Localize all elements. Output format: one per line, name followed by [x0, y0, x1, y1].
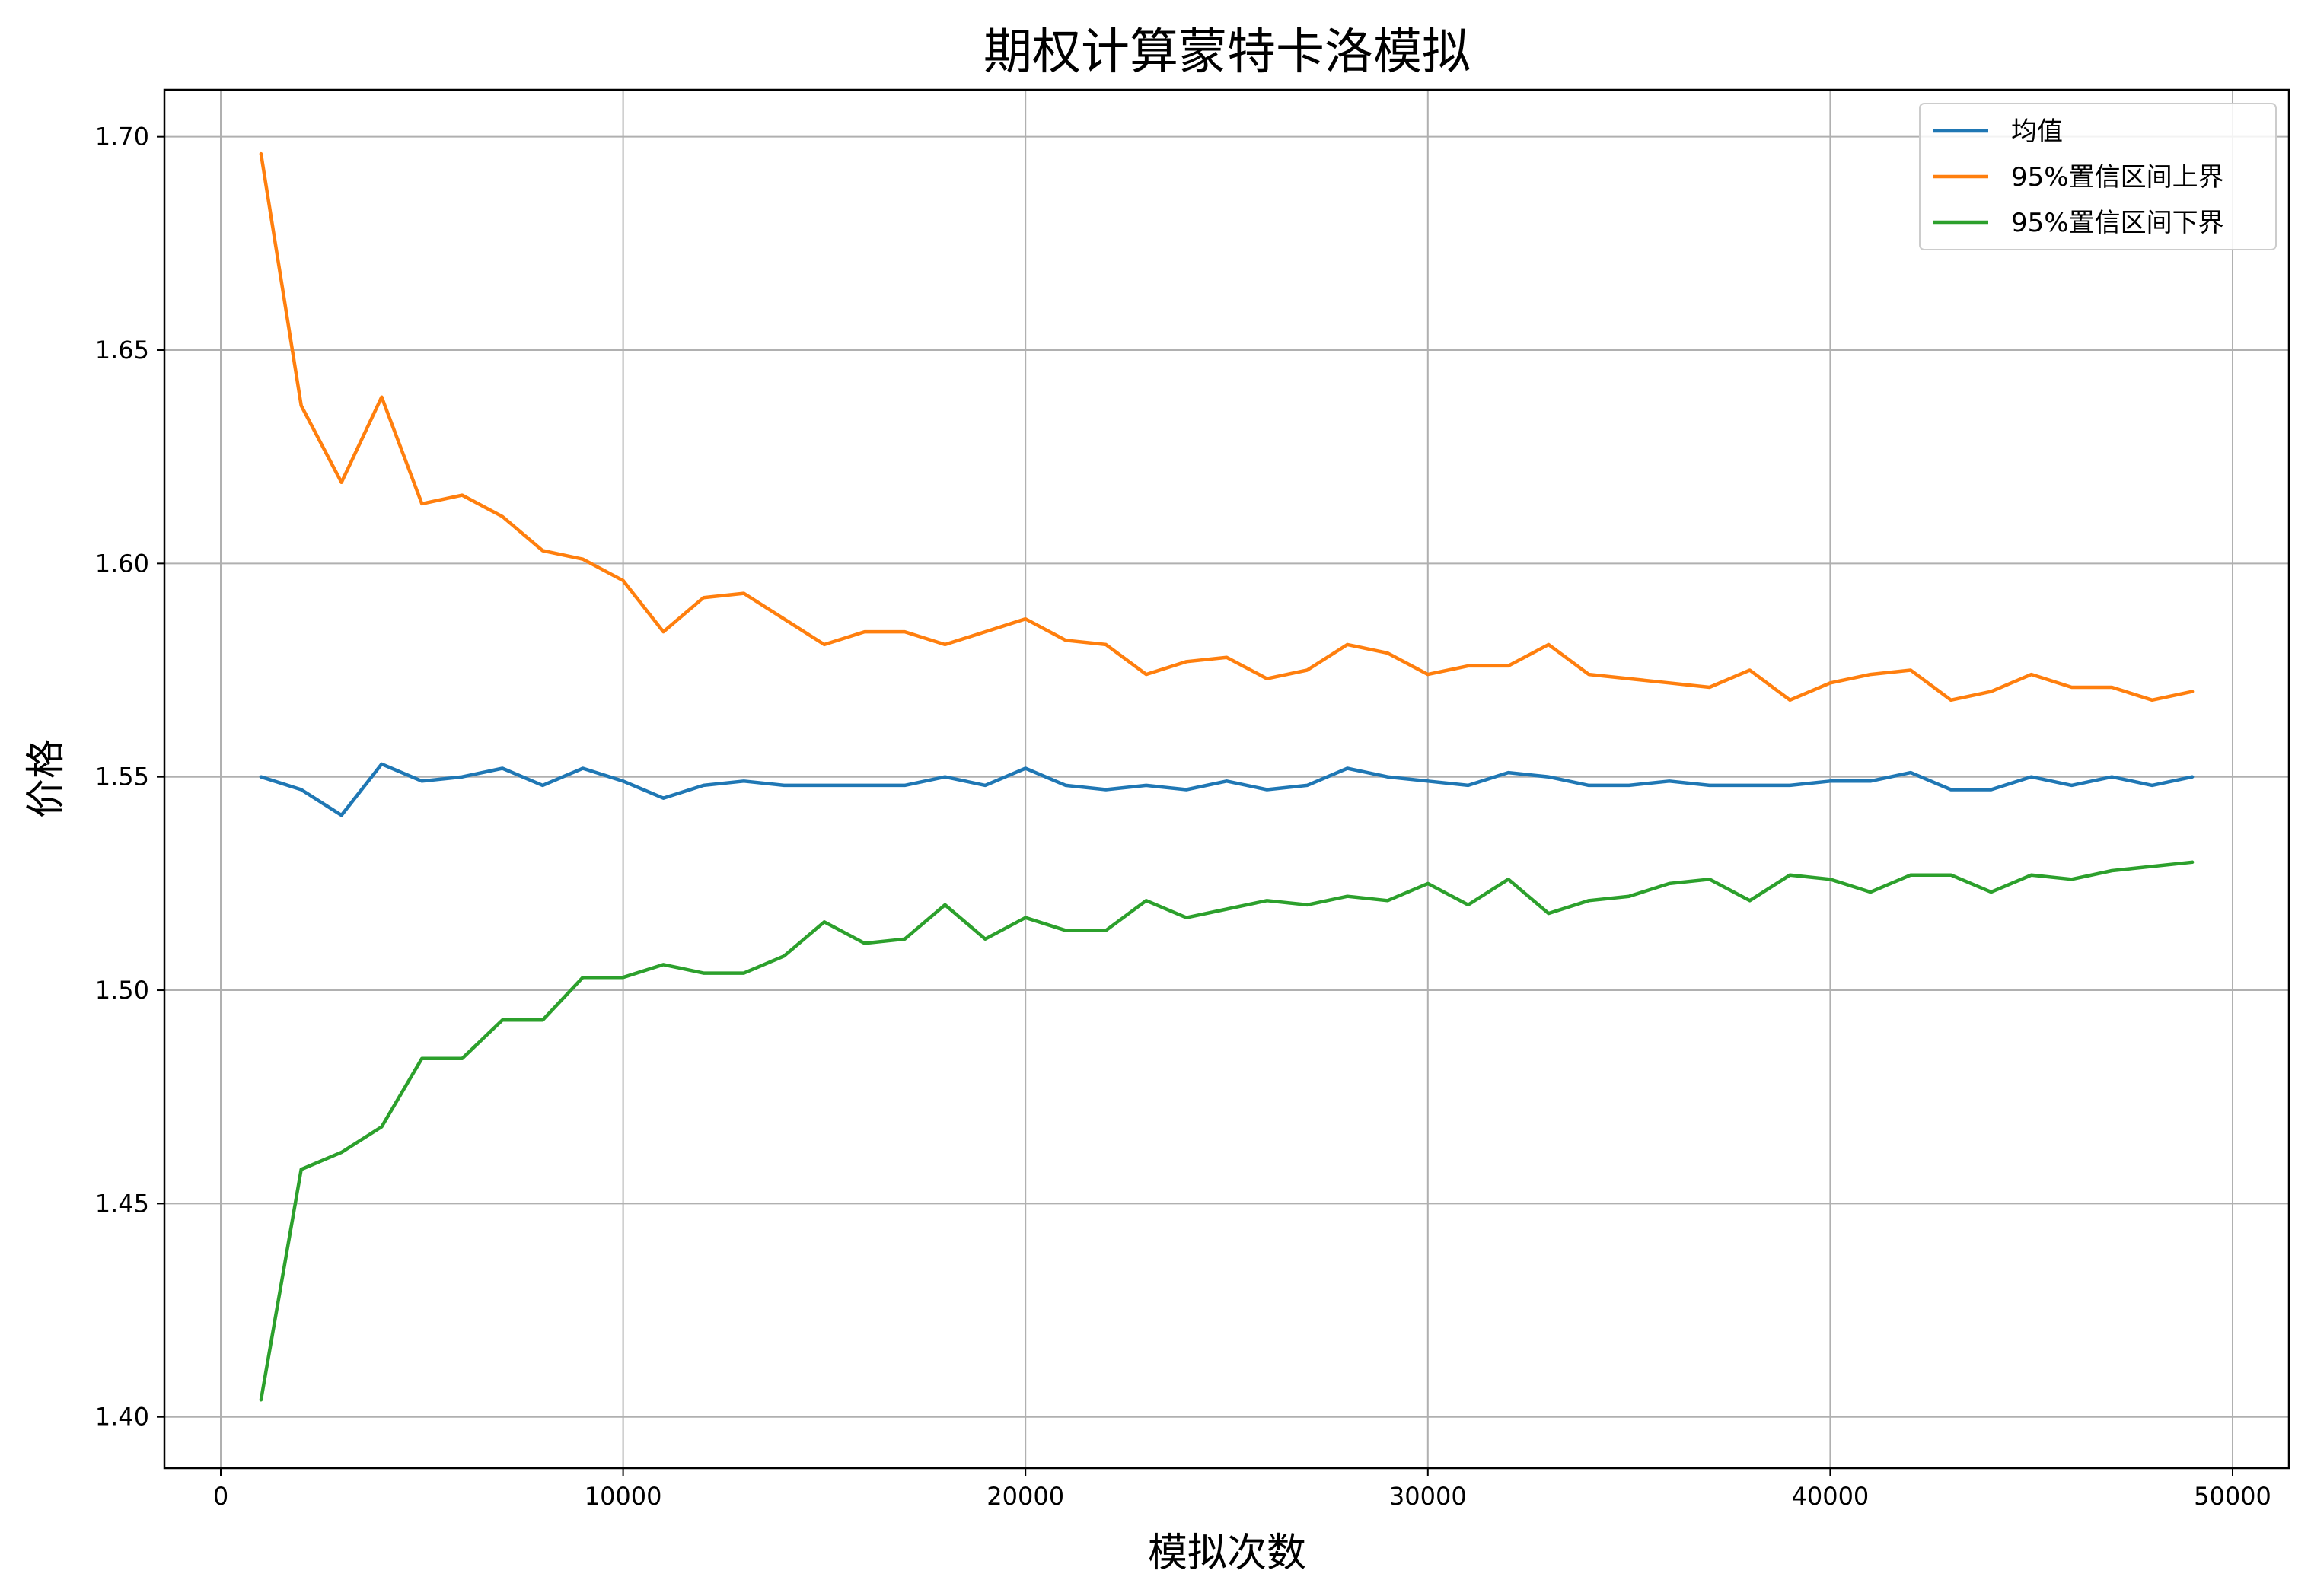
- axis-ticks: 0 10000 20000 30000 40000 50000 1.40 1.45 1.50 1.…: [95, 123, 2271, 1511]
- y-tick-label: 1.45: [95, 1189, 149, 1218]
- series-line-2: [259, 151, 2195, 702]
- series-line-3: [259, 860, 2195, 1402]
- x-tick-label: 40000: [1791, 1482, 1869, 1511]
- x-tick-label: 20000: [987, 1482, 1064, 1511]
- x-tick-label: 30000: [1389, 1482, 1467, 1511]
- legend-box: [1919, 103, 2277, 250]
- x-tick-label: 50000: [2194, 1482, 2271, 1511]
- y-axis-label: 价格: [24, 739, 69, 818]
- y-tick-label: 1.40: [95, 1403, 149, 1432]
- chart-title: 期权计算蒙特卡洛模拟: [983, 24, 1471, 81]
- y-tick-label: 1.60: [95, 549, 149, 578]
- x-tick-label: 10000: [585, 1482, 662, 1511]
- x-axis-label: 模拟次数: [1148, 1531, 1306, 1576]
- series-lines: [259, 151, 2195, 1402]
- legend: 均值 95%置信区间上界 95%置信区间下界: [1919, 103, 2277, 250]
- y-tick-label: 1.55: [95, 763, 149, 792]
- y-tick-label: 1.50: [95, 976, 149, 1005]
- grid: [164, 90, 2289, 1468]
- legend-label: 95%置信区间上界: [2011, 162, 2224, 193]
- series-line-1: [259, 762, 2195, 817]
- y-tick-label: 1.70: [95, 123, 149, 151]
- legend-label: 95%置信区间下界: [2011, 208, 2224, 238]
- x-tick-label: 0: [213, 1482, 228, 1511]
- legend-label: 均值: [2011, 116, 2063, 147]
- y-tick-label: 1.65: [95, 336, 149, 365]
- plot-frame: [163, 88, 2290, 1470]
